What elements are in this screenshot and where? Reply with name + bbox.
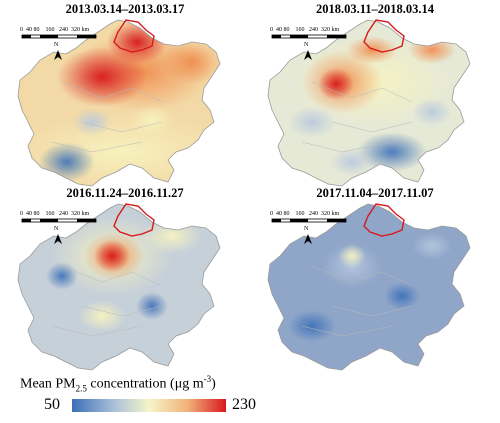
scale-bar xyxy=(271,34,347,39)
map-graphic xyxy=(17,203,221,371)
map-graphic xyxy=(267,19,471,187)
north-arrow-icon xyxy=(54,234,62,244)
map-graphic xyxy=(267,203,471,371)
map-panel-2016: 2016.11.24–2016.11.27 0 40 80 160 240 32… xyxy=(2,186,248,376)
legend-title: Mean PM2.5 concentration (μg m-3) xyxy=(20,374,216,394)
legend-min-label: 50 xyxy=(44,396,60,413)
legend-max-label: 230 xyxy=(232,396,256,413)
north-label: N xyxy=(304,226,309,232)
north-arrow-icon xyxy=(304,50,312,60)
beijing-outline xyxy=(363,19,405,53)
north-label: N xyxy=(54,226,59,232)
map-graphic xyxy=(17,19,221,187)
north-label: N xyxy=(304,42,309,48)
scale-bar-labels: 0 40 80 160 240 320 km xyxy=(20,27,90,33)
panel-title: 2017.11.04–2017.11.07 xyxy=(316,186,434,200)
map-panel-2017: 2017.11.04–2017.11.07 0 40 80 160 240 32… xyxy=(252,186,498,376)
scale-bar-labels: 0 40 80 160 240 320 km xyxy=(270,27,340,33)
map-panel-2018: 2018.03.11–2018.03.14 0 40 80 160 240 32… xyxy=(252,2,498,192)
scale-bar xyxy=(21,218,97,223)
scale-bar-labels: 0 40 80 160 240 320 km xyxy=(270,211,340,217)
beijing-outline xyxy=(363,203,405,237)
legend-color-bar xyxy=(72,399,226,412)
panel-title: 2013.03.14–2013.03.17 xyxy=(65,2,185,16)
beijing-outline xyxy=(113,19,155,53)
north-arrow-icon xyxy=(54,50,62,60)
scale-bar-labels: 0 40 80 160 240 320 km xyxy=(20,211,90,217)
panel-title: 2018.03.11–2018.03.14 xyxy=(315,2,435,16)
panel-title: 2016.11.24–2016.11.27 xyxy=(66,186,184,200)
scale-bar xyxy=(21,34,97,39)
north-arrow-icon xyxy=(304,234,312,244)
scale-bar xyxy=(271,218,347,223)
beijing-outline xyxy=(113,203,155,237)
map-panel-2013: 2013.03.14–2013.03.17 0 40 80 160 240 32… xyxy=(2,2,248,192)
north-label: N xyxy=(54,42,59,48)
color-legend: Mean PM2.5 concentration (μg m-3) 50 230 xyxy=(0,374,500,423)
